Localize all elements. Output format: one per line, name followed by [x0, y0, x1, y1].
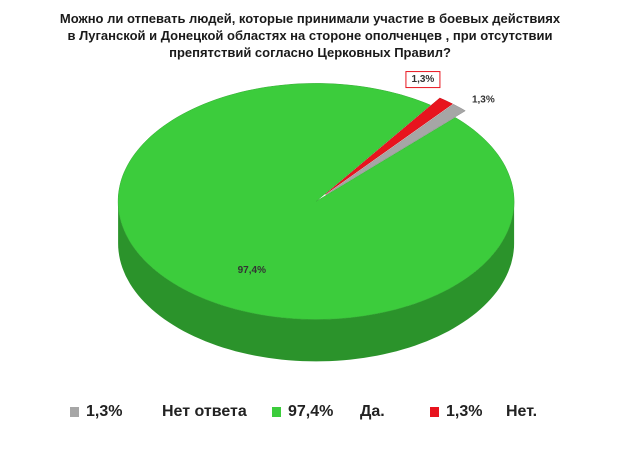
legend-value: 1,3%	[86, 403, 122, 420]
slice-side	[118, 201, 515, 362]
data-label: 97,4%	[238, 265, 266, 276]
legend-swatch	[70, 407, 79, 417]
legend-label: Нет.	[506, 403, 537, 420]
slice	[325, 97, 454, 195]
legend-label: Да.	[360, 403, 385, 420]
legend-label: Нет ответа	[162, 403, 247, 420]
legend-value: 97,4%	[288, 403, 333, 420]
data-label: 1,3%	[412, 74, 435, 85]
slice	[325, 104, 466, 195]
legend-swatch	[430, 407, 439, 417]
chart-title: Можно ли отпевать людей, которые принима…	[59, 11, 561, 60]
legend-value: 1,3%	[446, 403, 482, 420]
label-box	[405, 71, 441, 89]
slice	[117, 83, 515, 320]
data-label: 1,3%	[472, 94, 495, 105]
legend-swatch	[272, 407, 281, 417]
